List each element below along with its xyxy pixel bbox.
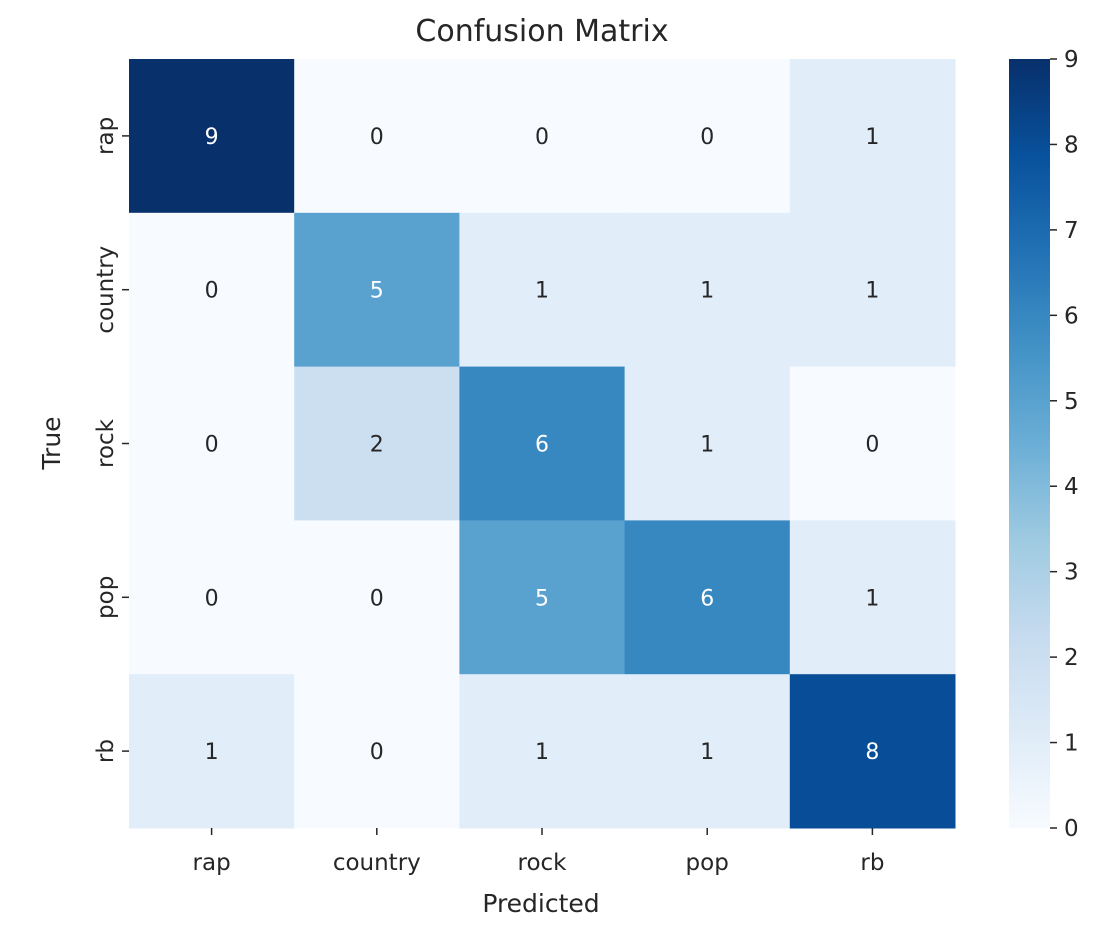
colorbar [1009,59,1050,828]
cell-value: 1 [205,740,219,765]
cell-annotations: 9 0 0 0 10 5 1 1 10 2 6 1 00 0 5 6 11 0 1 1 8 [205,125,880,765]
heatmap-cell [789,520,956,675]
cell-value: 0 [370,125,384,150]
heatmap-cell [624,212,791,368]
y-tick-label: country [93,246,119,334]
x-axis-ticks: rap country rock pop rb [193,828,884,876]
heatmap-cell [459,366,626,521]
heatmap-cell [789,59,956,214]
x-tick-label: rb [860,850,884,876]
x-tick-label: rock [518,850,568,876]
colorbar-tick-label: 5 [1064,389,1079,415]
x-tick-label: country [333,850,421,876]
cell-value: 0 [370,740,384,765]
heatmap-cell [129,366,295,521]
x-tick-label: rap [193,850,231,876]
cell-value: 5 [370,279,384,304]
heatmap-cell [624,59,791,214]
cell-value: 0 [700,125,714,150]
cell-value: 9 [205,125,219,150]
colorbar-tick-label: 6 [1064,303,1079,329]
cell-value: 0 [370,586,384,611]
cell-value: 6 [535,433,549,458]
colorbar-tick-label: 7 [1064,218,1079,244]
heatmap-cell [459,59,626,214]
heatmap-cell [294,59,460,214]
cell-value: 0 [205,433,219,458]
cell-value: 1 [535,279,549,304]
colorbar-tick-label: 3 [1064,560,1079,586]
cell-value: 5 [535,586,549,611]
heatmap-cell [294,366,460,521]
cell-value: 1 [865,279,879,304]
chart-title: Confusion Matrix [415,14,668,49]
y-tick-label: rb [93,739,119,763]
cell-value: 0 [535,125,549,150]
colorbar-tick-label: 2 [1064,645,1079,671]
heatmap-cell [129,212,295,368]
heatmap-cell [459,212,626,368]
heatmap-cell [459,520,626,675]
colorbar-tick-label: 8 [1064,132,1079,158]
heatmap-cell [294,674,460,829]
heatmap-cell [294,520,460,675]
x-tick-label: pop [686,850,729,876]
heatmap-cell [624,674,791,829]
cell-value: 1 [700,740,714,765]
cell-value: 1 [865,125,879,150]
heatmap-cell [789,366,956,521]
y-tick-label: rock [93,418,119,468]
heatmap-cell [129,59,295,214]
cell-value: 6 [700,586,714,611]
cell-value: 0 [205,586,219,611]
cell-value: 1 [700,433,714,458]
colorbar-tick-label: 4 [1064,474,1079,500]
heatmap-cell [459,674,626,829]
heatmap-cell [789,674,956,829]
cell-value: 8 [865,740,879,765]
heatmap-cell [129,674,295,829]
x-axis-label: Predicted [482,889,599,918]
y-tick-label: rap [93,117,119,155]
y-axis-ticks: rap country rock pop rb [93,117,129,763]
cell-value: 1 [535,740,549,765]
heatmap-cell [129,520,295,675]
cell-value: 0 [865,433,879,458]
colorbar-ticks: 0 1 2 3 4 5 6 7 8 9 [1050,47,1079,842]
heatmap-cell [624,520,791,675]
y-tick-label: pop [93,576,119,619]
cell-value: 1 [865,586,879,611]
heatmap-cell [294,212,460,368]
colorbar-tick-label: 0 [1064,816,1079,842]
heatmap-cells [129,59,956,829]
colorbar-tick-label: 9 [1064,47,1079,73]
cell-value: 1 [700,279,714,304]
colorbar-tick-label: 1 [1064,731,1079,757]
cell-value: 0 [205,279,219,304]
heatmap-cell [624,366,791,521]
y-axis-label: True [37,416,66,470]
heatmap-cell [789,212,956,368]
cell-value: 2 [370,433,384,458]
